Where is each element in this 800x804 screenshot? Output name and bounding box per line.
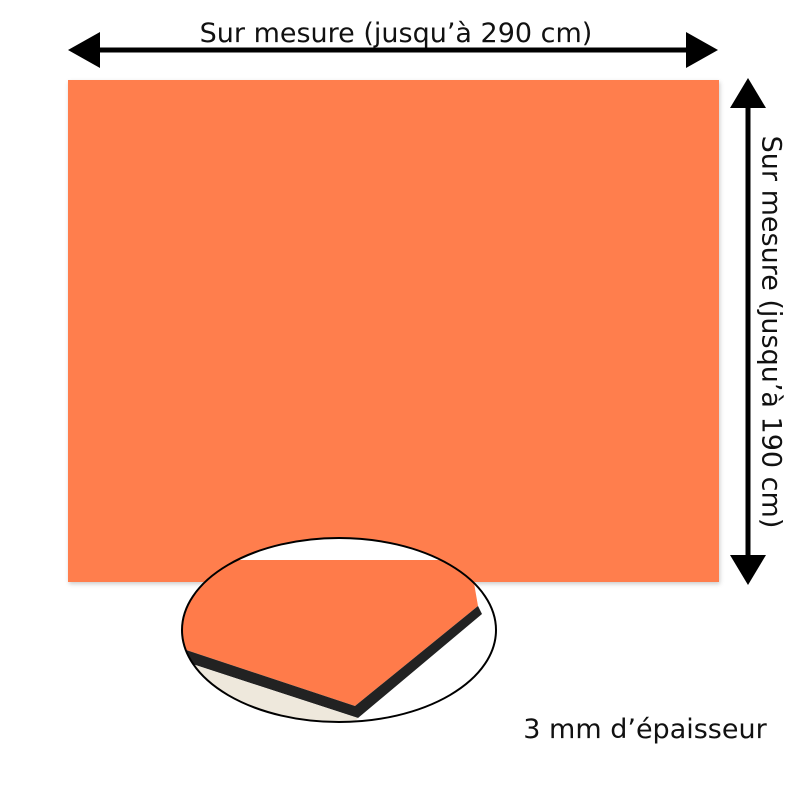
height-label: Sur mesure (jusqu’à 190 cm): [756, 136, 787, 529]
zoom-outline: [181, 537, 497, 723]
height-arrow-head: [730, 78, 766, 108]
width-label: Sur mesure (jusqu’à 290 cm): [200, 18, 593, 49]
panel: [68, 80, 719, 582]
width-arrow-head: [686, 32, 718, 68]
height-arrow-head: [730, 555, 766, 585]
thickness-label: 3 mm d’épaisseur: [523, 714, 767, 745]
zoom-detail: [182, 538, 496, 722]
width-arrow-head: [68, 32, 100, 68]
